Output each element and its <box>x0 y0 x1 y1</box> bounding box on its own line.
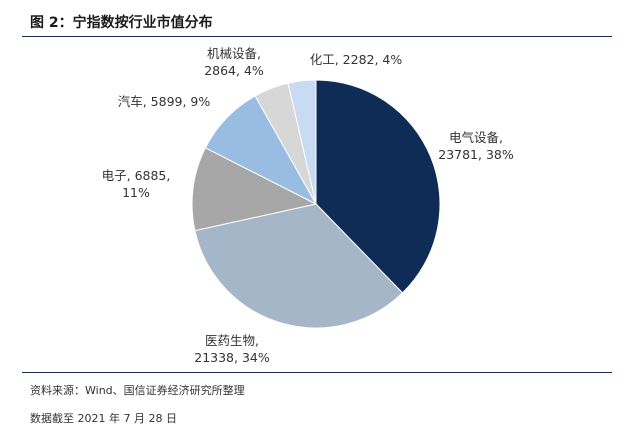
pie-slice-1 <box>315 79 441 294</box>
figure-title: 图 2：宁指数按行业市值分布 <box>30 15 213 31</box>
bottom-rule <box>22 372 612 373</box>
slice-label-6: 化工, 2282, 4% <box>310 52 403 67</box>
slice-label-1: 电气设备, 23781, 38% <box>438 130 514 162</box>
pie-slices <box>191 79 441 329</box>
pie-slice-6 <box>287 79 317 205</box>
source-note: 资料来源：Wind、国信证券经济研究所整理 <box>30 384 245 397</box>
slice-label-3: 电子, 6885, 11% <box>102 168 171 200</box>
pie-slice-3 <box>191 147 318 232</box>
pie-slice-2 <box>194 203 404 329</box>
slice-label-4: 汽车, 5899, 9% <box>118 94 211 109</box>
date-note: 数据截至 2021 年 7 月 28 日 <box>30 412 177 425</box>
slice-label-2: 医药生物, 21338, 34% <box>194 333 270 365</box>
slice-label-5: 机械设备, 2864, 4% <box>204 46 264 78</box>
top-rule <box>22 36 612 37</box>
pie-labels: 电气设备, 23781, 38% 医药生物, 21338, 34% 电子, 6885, 1… <box>102 46 514 365</box>
